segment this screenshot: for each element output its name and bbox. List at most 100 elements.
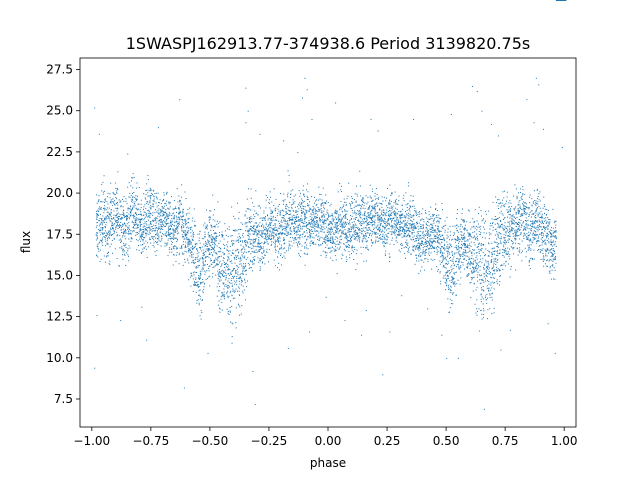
data-point: [424, 243, 426, 245]
data-point: [110, 211, 112, 213]
data-point: [433, 234, 435, 236]
data-point: [366, 240, 368, 242]
data-point: [323, 206, 325, 208]
data-point: [135, 234, 137, 236]
data-point: [279, 233, 281, 235]
data-point: [421, 236, 423, 238]
data-point: [266, 233, 268, 235]
data-point: [291, 222, 293, 224]
data-point: [235, 249, 237, 251]
data-point: [191, 254, 193, 256]
data-point: [365, 233, 367, 235]
data-point: [267, 237, 269, 239]
data-point: [248, 246, 250, 248]
data-point: [395, 240, 397, 242]
data-point: [383, 211, 385, 213]
data-point: [411, 239, 413, 241]
data-point: [369, 217, 371, 219]
data-point: [136, 182, 138, 184]
data-point: [96, 255, 98, 257]
data-point: [186, 236, 188, 238]
data-point: [462, 234, 464, 236]
data-point: [284, 220, 286, 222]
data-point: [378, 214, 380, 216]
data-point: [239, 256, 241, 258]
data-point: [261, 252, 263, 254]
data-point: [416, 240, 418, 242]
data-point: [270, 219, 272, 221]
data-point: [310, 233, 312, 235]
data-point: [217, 304, 219, 306]
data-point: [98, 242, 100, 244]
data-point: [125, 225, 127, 227]
data-point: [450, 282, 452, 283]
data-point: [141, 235, 143, 237]
data-point: [160, 220, 162, 222]
data-point: [169, 228, 171, 230]
data-point: [207, 250, 209, 252]
data-point: [454, 252, 456, 254]
data-point: [264, 229, 266, 231]
data-point: [167, 255, 169, 257]
data-point: [274, 239, 276, 241]
data-point: [141, 252, 143, 254]
data-point: [286, 194, 288, 196]
data-point: [372, 206, 374, 208]
data-point: [171, 221, 173, 223]
data-point: [414, 224, 416, 226]
data-point: [317, 230, 319, 232]
data-point: [164, 220, 166, 222]
data-point: [288, 181, 290, 183]
data-point: [178, 218, 180, 220]
data-point: [390, 206, 392, 208]
data-point: [215, 264, 217, 266]
data-point: [404, 257, 406, 259]
data-point: [257, 224, 259, 226]
data-point: [359, 216, 361, 218]
data-point: [160, 225, 162, 227]
data-point: [365, 195, 367, 197]
data-point: [269, 191, 271, 193]
data-point: [290, 213, 292, 215]
data-point: [222, 260, 224, 262]
data-point: [136, 233, 138, 235]
data-point: [432, 230, 434, 232]
data-point: [411, 216, 413, 218]
data-point: [367, 229, 369, 231]
data-point: [340, 230, 342, 232]
data-point: [365, 235, 367, 237]
data-point: [193, 234, 195, 236]
data-point: [167, 207, 169, 209]
data-point: [298, 190, 300, 192]
data-point: [422, 253, 424, 255]
data-point: [270, 239, 272, 241]
data-point: [225, 283, 227, 285]
data-point: [359, 210, 361, 211]
data-point: [385, 243, 387, 244]
data-point: [456, 283, 458, 285]
data-point: [103, 209, 105, 211]
data-point: [241, 240, 243, 242]
data-point: [230, 273, 232, 275]
data-point: [429, 247, 431, 249]
data-point: [275, 229, 277, 231]
data-point: [250, 216, 252, 218]
data-point: [95, 254, 97, 256]
data-point: [390, 212, 392, 214]
data-point: [220, 250, 222, 252]
data-point: [307, 248, 309, 250]
data-point: [111, 239, 113, 241]
data-point: [264, 226, 266, 228]
data-point: [201, 250, 203, 252]
data-point: [218, 272, 220, 274]
data-point: [122, 214, 124, 216]
data-point: [322, 242, 324, 244]
data-point: [246, 225, 248, 227]
data-point: [157, 210, 159, 212]
data-point: [111, 221, 113, 223]
data-point: [232, 277, 234, 279]
data-point: [128, 260, 130, 262]
data-point: [408, 229, 410, 231]
data-point: [438, 230, 440, 232]
data-point: [452, 238, 454, 240]
